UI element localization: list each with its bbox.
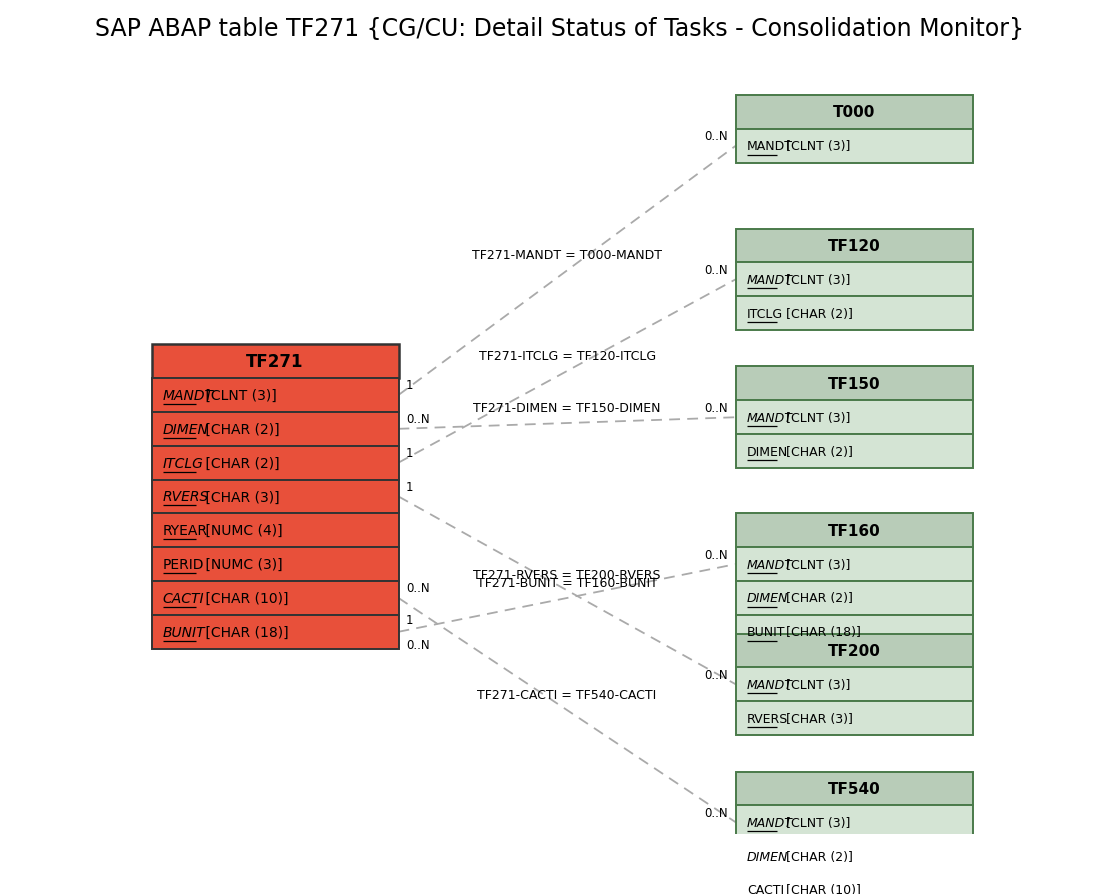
Text: 0..N: 0..N: [704, 264, 728, 276]
FancyBboxPatch shape: [736, 434, 973, 468]
Text: 1: 1: [407, 447, 413, 460]
Text: [CHAR (3)]: [CHAR (3)]: [782, 712, 852, 725]
Text: DIMEN: DIMEN: [747, 445, 788, 458]
Text: T000: T000: [833, 105, 876, 121]
Text: [CHAR (10)]: [CHAR (10)]: [782, 883, 860, 894]
Text: [CLNT (3)]: [CLNT (3)]: [782, 816, 850, 829]
FancyBboxPatch shape: [736, 581, 973, 615]
Text: CACTI: CACTI: [747, 883, 784, 894]
Text: 1: 1: [407, 480, 413, 493]
Text: DIMEN: DIMEN: [162, 422, 208, 436]
FancyBboxPatch shape: [736, 772, 973, 805]
FancyBboxPatch shape: [151, 480, 399, 514]
Text: TF150: TF150: [828, 376, 880, 392]
Text: MANDT: MANDT: [747, 816, 793, 829]
Text: MANDT: MANDT: [747, 558, 793, 571]
Text: 0..N: 0..N: [704, 668, 728, 681]
Text: [CHAR (2)]: [CHAR (2)]: [782, 445, 852, 458]
FancyBboxPatch shape: [736, 873, 973, 894]
Text: 0..N: 0..N: [407, 413, 430, 426]
Text: MANDT: MANDT: [747, 678, 793, 691]
Text: [NUMC (4)]: [NUMC (4)]: [200, 524, 282, 537]
Text: TF271-ITCLG = TF120-ITCLG: TF271-ITCLG = TF120-ITCLG: [478, 350, 655, 363]
Text: RVERS: RVERS: [162, 490, 209, 504]
Text: 1: 1: [407, 379, 413, 392]
Text: TF160: TF160: [828, 523, 880, 538]
FancyBboxPatch shape: [151, 379, 399, 412]
Text: [CLNT (3)]: [CLNT (3)]: [782, 274, 850, 286]
FancyBboxPatch shape: [736, 548, 973, 581]
Text: TF200: TF200: [828, 644, 881, 658]
Text: [CLNT (3)]: [CLNT (3)]: [782, 140, 850, 153]
Text: SAP ABAP table TF271 {CG/CU: Detail Status of Tasks - Consolidation Monitor}: SAP ABAP table TF271 {CG/CU: Detail Stat…: [95, 17, 1025, 41]
Text: RVERS: RVERS: [747, 712, 788, 725]
Text: 0..N: 0..N: [407, 582, 430, 595]
Text: 0..N: 0..N: [704, 401, 728, 414]
Text: MANDT: MANDT: [747, 411, 793, 425]
Text: MANDT: MANDT: [747, 140, 793, 153]
Text: TF120: TF120: [828, 239, 880, 254]
FancyBboxPatch shape: [151, 615, 399, 649]
Text: CACTI: CACTI: [162, 591, 205, 605]
Text: MANDT: MANDT: [162, 389, 214, 402]
FancyBboxPatch shape: [736, 263, 973, 297]
FancyBboxPatch shape: [736, 401, 973, 434]
Text: [CHAR (18)]: [CHAR (18)]: [782, 626, 860, 638]
FancyBboxPatch shape: [736, 96, 973, 130]
FancyBboxPatch shape: [151, 581, 399, 615]
Text: ITCLG: ITCLG: [747, 308, 783, 320]
Text: MANDT: MANDT: [747, 274, 793, 286]
Text: 0..N: 0..N: [407, 638, 430, 652]
Text: [CLNT (3)]: [CLNT (3)]: [782, 411, 850, 425]
FancyBboxPatch shape: [151, 345, 399, 379]
Text: 0..N: 0..N: [704, 548, 728, 561]
Text: TF271: TF271: [246, 353, 304, 371]
FancyBboxPatch shape: [736, 367, 973, 401]
Text: 0..N: 0..N: [704, 805, 728, 819]
FancyBboxPatch shape: [151, 514, 399, 548]
Text: [NUMC (3)]: [NUMC (3)]: [200, 558, 282, 571]
FancyBboxPatch shape: [736, 805, 973, 839]
Text: TF271-CACTI = TF540-CACTI: TF271-CACTI = TF540-CACTI: [477, 688, 656, 702]
FancyBboxPatch shape: [736, 634, 973, 668]
Text: [CHAR (2)]: [CHAR (2)]: [782, 308, 852, 320]
Text: [CHAR (2)]: [CHAR (2)]: [200, 456, 280, 470]
Text: ITCLG: ITCLG: [162, 456, 204, 470]
FancyBboxPatch shape: [151, 548, 399, 581]
FancyBboxPatch shape: [151, 412, 399, 446]
Text: TF271-MANDT = T000-MANDT: TF271-MANDT = T000-MANDT: [473, 249, 662, 262]
Text: [CHAR (2)]: [CHAR (2)]: [200, 422, 280, 436]
Text: BUNIT: BUNIT: [747, 626, 785, 638]
Text: DIMEN: DIMEN: [747, 592, 788, 604]
Text: [CHAR (2)]: [CHAR (2)]: [782, 849, 852, 863]
FancyBboxPatch shape: [736, 130, 973, 164]
Text: TF271-BUNIT = TF160-BUNIT: TF271-BUNIT = TF160-BUNIT: [477, 577, 657, 589]
Text: [CHAR (2)]: [CHAR (2)]: [782, 592, 852, 604]
Text: PERID: PERID: [162, 558, 205, 571]
Text: DIMEN: DIMEN: [747, 849, 788, 863]
FancyBboxPatch shape: [736, 514, 973, 548]
Text: [CHAR (3)]: [CHAR (3)]: [200, 490, 280, 504]
Text: 1: 1: [407, 613, 413, 626]
FancyBboxPatch shape: [736, 297, 973, 331]
Text: TF540: TF540: [828, 781, 880, 796]
FancyBboxPatch shape: [736, 615, 973, 649]
Text: [CHAR (10)]: [CHAR (10)]: [200, 591, 289, 605]
Text: TF271-RVERS = TF200-RVERS: TF271-RVERS = TF200-RVERS: [474, 569, 661, 582]
FancyBboxPatch shape: [736, 839, 973, 873]
Text: 0..N: 0..N: [704, 130, 728, 143]
Text: RYEAR: RYEAR: [162, 524, 208, 537]
Text: [CLNT (3)]: [CLNT (3)]: [782, 558, 850, 571]
FancyBboxPatch shape: [736, 702, 973, 735]
Text: [CLNT (3)]: [CLNT (3)]: [782, 678, 850, 691]
FancyBboxPatch shape: [736, 229, 973, 263]
FancyBboxPatch shape: [151, 446, 399, 480]
Text: [CLNT (3)]: [CLNT (3)]: [200, 389, 277, 402]
FancyBboxPatch shape: [736, 668, 973, 702]
Text: BUNIT: BUNIT: [162, 625, 206, 639]
Text: TF271-DIMEN = TF150-DIMEN: TF271-DIMEN = TF150-DIMEN: [474, 401, 661, 415]
Text: [CHAR (18)]: [CHAR (18)]: [200, 625, 289, 639]
